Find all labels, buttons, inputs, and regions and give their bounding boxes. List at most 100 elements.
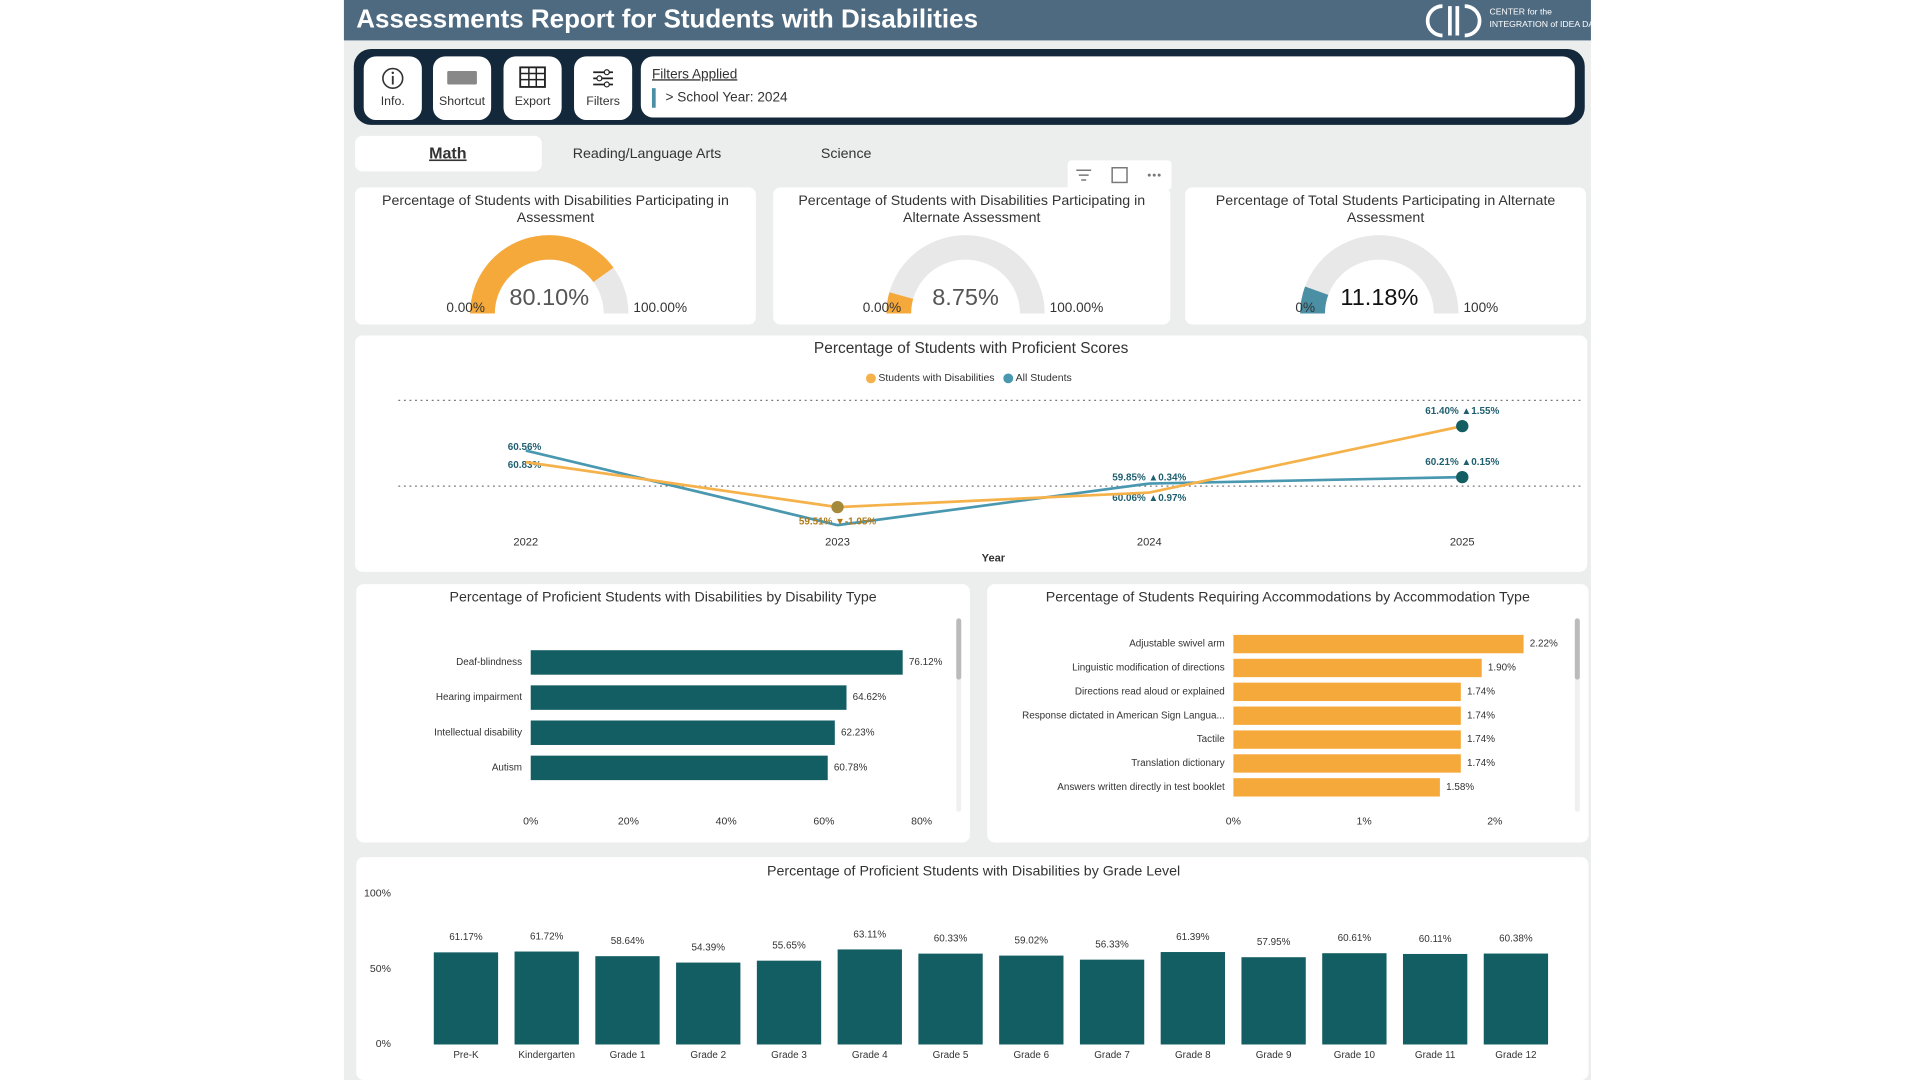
x-tick-label: Grade 9 xyxy=(1256,1050,1292,1061)
data-label: 62.23% xyxy=(841,727,875,738)
bar xyxy=(1233,730,1461,749)
x-tick-label: Grade 3 xyxy=(771,1050,807,1061)
bar xyxy=(1160,952,1226,1045)
bar xyxy=(1402,953,1468,1045)
data-label: 61.39% xyxy=(1176,932,1210,943)
bar xyxy=(1233,658,1482,678)
data-label: 61.17% xyxy=(449,932,483,943)
data-label: 60.11% xyxy=(1419,934,1452,945)
data-label: 63.11% xyxy=(853,929,886,940)
icon xyxy=(603,69,610,76)
y-tick-label: Hearing impairment xyxy=(436,692,522,703)
bar xyxy=(999,955,1064,1045)
x-tick-label: Grade 11 xyxy=(1415,1050,1455,1061)
toolbar-button[interactable] xyxy=(432,56,492,120)
bar xyxy=(1233,706,1461,725)
toolbar-button-label[interactable]: Info. xyxy=(381,94,405,108)
bar xyxy=(1241,957,1306,1045)
text-line: Assessment xyxy=(1347,209,1424,225)
tab[interactable]: Reading/Language Arts xyxy=(573,145,722,161)
bar xyxy=(1322,953,1387,1045)
legend-label: Students with Disabilities xyxy=(878,373,994,384)
button-icon xyxy=(382,67,404,89)
data-label: 76.12% xyxy=(909,657,943,668)
y-tick-label: Adjustable swivel arm xyxy=(1129,639,1225,650)
bar xyxy=(530,685,847,710)
y-tick-label: Translation dictionary xyxy=(1131,758,1225,769)
icon xyxy=(382,67,404,89)
toolbar-button-label[interactable]: Export xyxy=(515,94,551,108)
data-label: 1.74% xyxy=(1467,710,1495,721)
data-label: 1.74% xyxy=(1467,758,1495,769)
series-line xyxy=(525,424,1463,509)
icon xyxy=(596,75,603,82)
legend-marker xyxy=(1003,373,1014,384)
button-icon xyxy=(447,71,477,85)
x-tick-label: 1% xyxy=(1357,816,1372,827)
chart-title: Percentage of Students with Proficient S… xyxy=(814,340,1129,357)
filters-title[interactable]: Filters Applied xyxy=(652,66,737,81)
icon xyxy=(447,71,477,85)
data-label: 1.58% xyxy=(1446,782,1474,793)
data-label: 60.61% xyxy=(1338,933,1372,944)
data-label: 1.74% xyxy=(1467,686,1495,697)
gauge-range-label: 100.00% xyxy=(633,300,687,315)
bar xyxy=(1233,634,1524,654)
data-label: 60.83% xyxy=(508,460,542,471)
bar xyxy=(756,960,822,1045)
y-tick-label: Linguistic modification of directions xyxy=(1072,663,1225,674)
x-tick-label: Grade 4 xyxy=(852,1050,888,1061)
x-tick-label: 2023 xyxy=(825,536,850,548)
toolbar-button-label[interactable]: Shortcut xyxy=(439,94,486,108)
data-label: 59.02% xyxy=(1015,936,1049,947)
data-label: 55.65% xyxy=(772,941,806,952)
tab[interactable]: Science xyxy=(821,145,872,161)
bar xyxy=(530,720,835,745)
x-tick-label: 0% xyxy=(523,816,538,827)
chart-title: Percentage of Students Requiring Accommo… xyxy=(1046,588,1530,604)
x-tick-label: Pre-K xyxy=(453,1050,479,1061)
gauge-range-label: 100.00% xyxy=(1050,300,1104,315)
y-tick-label: Response dictated in American Sign Langu… xyxy=(1022,710,1225,721)
gauge-value-label: 11.18% xyxy=(1340,284,1418,310)
text-line: Percentage of Total Students Participati… xyxy=(1216,192,1556,208)
x-tick-label: Kindergarten xyxy=(518,1050,575,1061)
bar xyxy=(433,952,499,1045)
y-tick-label: Tactile xyxy=(1197,734,1226,745)
data-label: 58.64% xyxy=(611,936,645,947)
tab-active-background xyxy=(355,135,542,172)
data-label: 1.74% xyxy=(1467,734,1495,745)
point-marker xyxy=(1456,471,1469,484)
x-tick-label: Grade 8 xyxy=(1175,1050,1211,1061)
filter-marker xyxy=(651,88,656,108)
gauge-range-label: 100% xyxy=(1464,300,1499,315)
data-label: 60.78% xyxy=(834,762,868,773)
scrollbar-thumb xyxy=(956,618,962,680)
logo-text: CENTER for the xyxy=(1489,7,1552,17)
bar xyxy=(918,953,983,1045)
gauge-value-label: 8.75% xyxy=(932,284,999,310)
x-tick-label: Grade 7 xyxy=(1094,1050,1130,1061)
gauge-range-label: 0% xyxy=(1295,300,1315,315)
logo: CENTER for the INTEGRATION of IDEA DATA xyxy=(1425,4,1604,38)
logo-text: INTEGRATION of IDEA DATA xyxy=(1489,19,1604,29)
y-tick-label: 0% xyxy=(376,1039,391,1050)
data-label: 57.95% xyxy=(1257,937,1291,948)
bar xyxy=(1233,778,1440,797)
toolbar-button-label[interactable]: Filters xyxy=(586,94,620,108)
gauge-title: Percentage of Total Students Participati… xyxy=(1216,192,1556,225)
x-tick-label: 2024 xyxy=(1137,536,1162,548)
x-tick-label: Grade 1 xyxy=(610,1050,646,1061)
gauge-title: Percentage of Students with Disabilities… xyxy=(798,192,1145,225)
x-tick-label: 20% xyxy=(618,816,639,827)
gauge-value-label: 80.10% xyxy=(509,284,589,310)
filters-box xyxy=(640,56,1575,118)
chart-title: Percentage of Proficient Students with D… xyxy=(767,863,1180,879)
toolbar-button[interactable] xyxy=(503,56,562,120)
tab[interactable]: Math xyxy=(429,146,467,163)
gauge-range-label: 0.00% xyxy=(446,300,485,315)
toolbar-button[interactable] xyxy=(574,56,633,120)
visual-header-icons xyxy=(1067,160,1172,190)
panel xyxy=(356,584,970,843)
icon xyxy=(520,67,545,87)
